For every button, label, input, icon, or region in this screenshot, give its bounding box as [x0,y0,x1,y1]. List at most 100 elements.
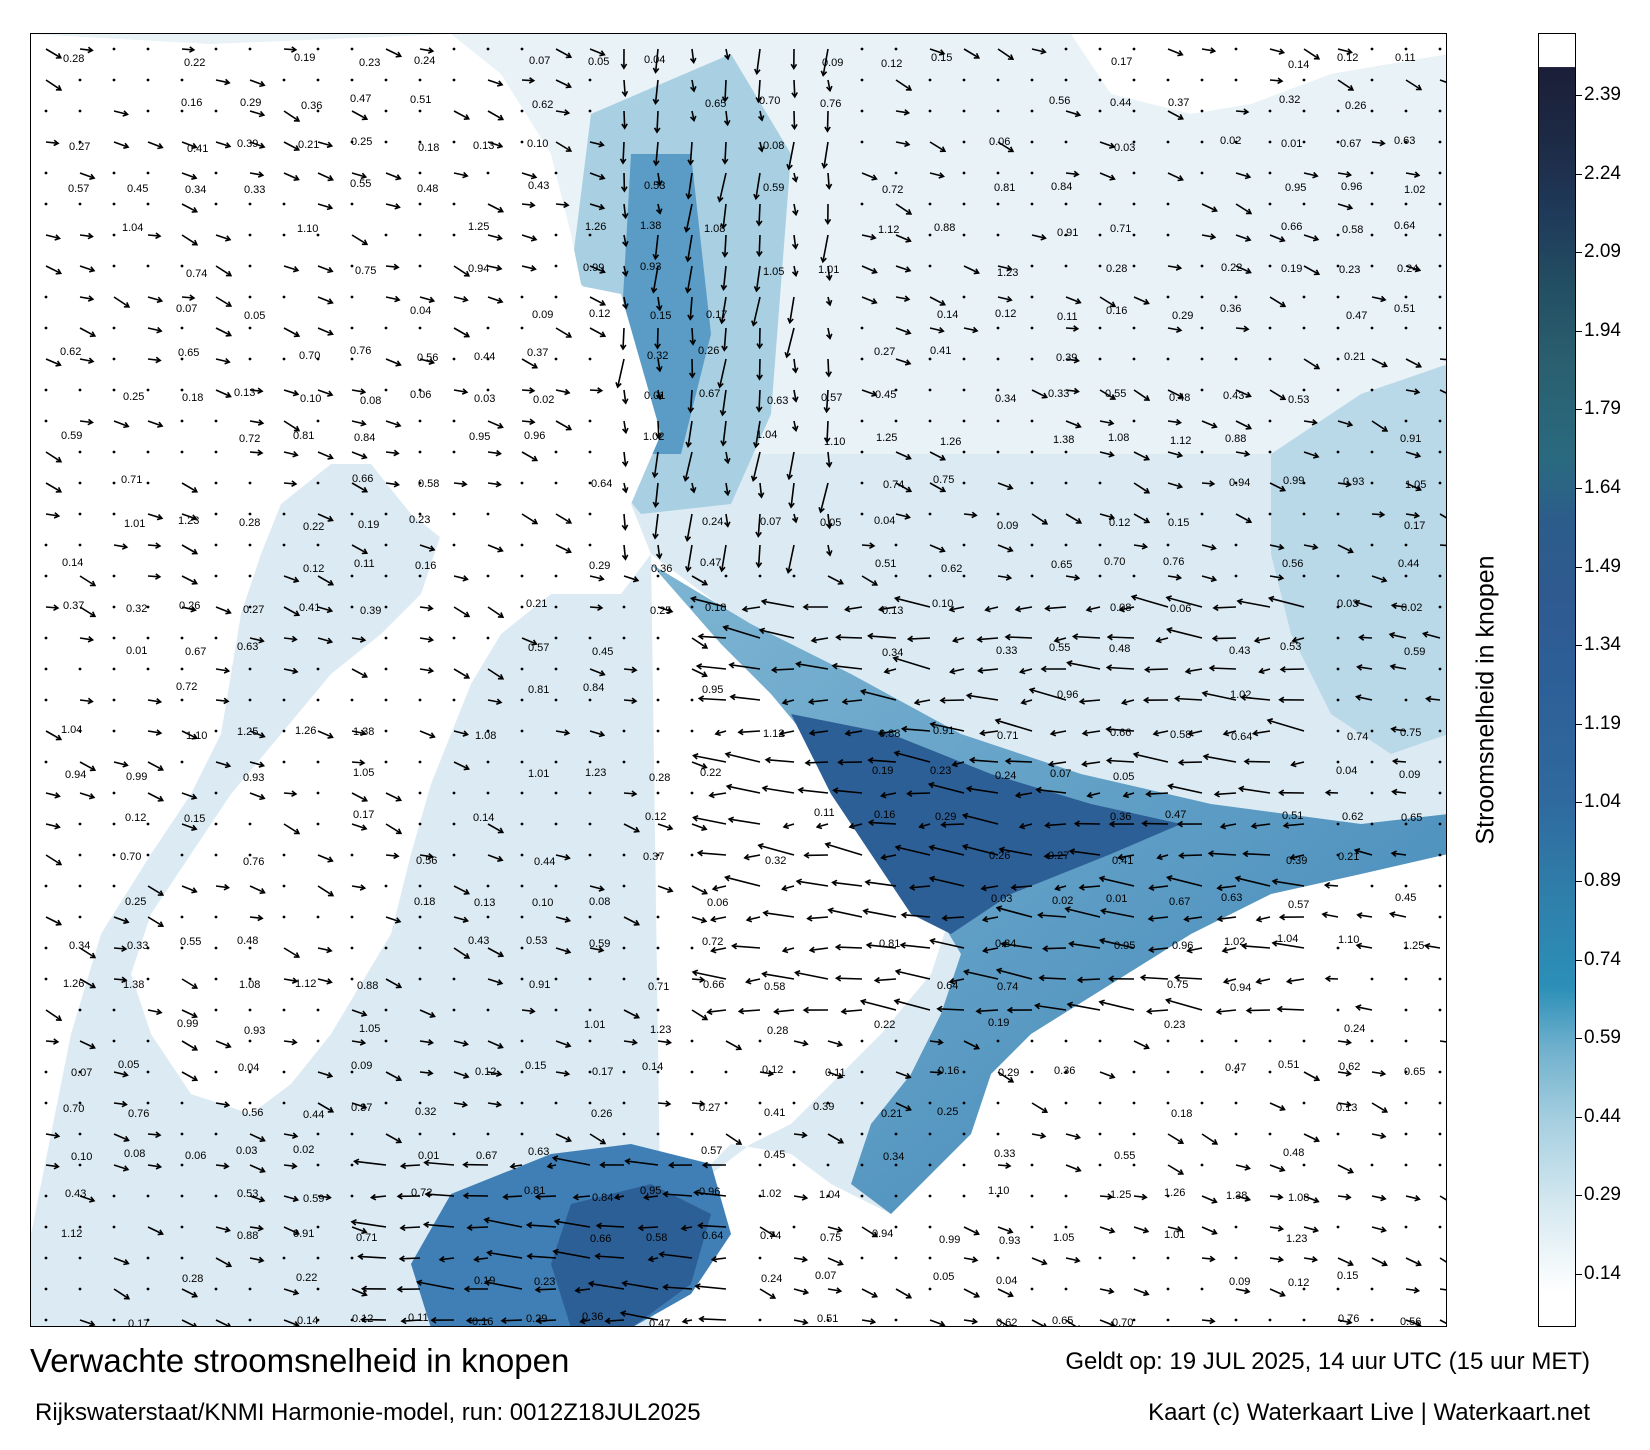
speed-value-label: 0.59 [589,938,610,950]
current-arrow-head [900,725,908,733]
current-arrow-head [327,329,334,336]
current-arrow [181,203,198,213]
current-arrow [1392,790,1407,794]
current-arrow-head [123,421,130,429]
current-arrow [520,295,524,299]
current-arrow [589,296,606,306]
current-arrow [656,1132,660,1136]
current-arrow [1098,1132,1102,1136]
current-arrow [214,47,218,51]
current-arrow [1438,760,1442,764]
current-arrow-head [1147,915,1154,922]
current-arrow [385,1071,402,1081]
current-arrow [657,296,661,311]
speed-value-label: 1.38 [640,220,661,232]
current-arrow [487,79,503,86]
current-arrow [486,729,490,733]
current-arrow-head [465,1317,473,1324]
current-arrow-head [1117,853,1124,861]
current-arrow [1030,1287,1034,1291]
current-arrow-head [1044,604,1051,612]
current-arrow [1439,358,1446,361]
current-arrow [215,1226,230,1232]
current-arrow [1067,661,1101,670]
speed-value-label: 0.63 [767,395,788,407]
speed-value-label: 0.32 [765,855,786,867]
current-arrow [520,667,524,671]
current-arrow [1133,451,1150,461]
current-arrow-head [497,1042,504,1049]
current-arrow [997,1071,1014,1083]
current-arrow [1065,575,1079,579]
current-arrow [762,787,795,794]
current-arrow-head [224,1226,231,1233]
current-arrow [215,606,231,614]
speed-value-label: 0.01 [644,390,665,402]
current-arrow-head [984,605,991,613]
current-arrow-head [1068,940,1075,948]
current-arrow [962,233,966,237]
current-arrow [861,1000,897,1011]
speed-value-label: 0.57 [1288,899,1309,911]
current-arrow-head [572,1193,579,1201]
current-arrow [962,295,966,299]
current-arrow-head [871,1291,879,1298]
current-arrow [1132,419,1136,423]
current-arrow [1064,1287,1068,1291]
speed-value-label: 1.02 [760,1188,781,1200]
speed-value-label: 0.76 [243,856,264,868]
current-arrow [358,1255,387,1259]
current-arrow [779,730,795,735]
current-arrow-head [89,765,97,772]
current-arrow-head [631,1038,638,1046]
current-arrow-head [637,1224,644,1232]
current-arrow [1337,1195,1351,1199]
current-arrow [112,1194,116,1198]
current-arrow-head [121,1100,128,1108]
current-arrow-head [1313,363,1321,370]
current-arrow [1405,265,1421,272]
current-arrow [78,78,82,82]
current-arrow-head [880,791,887,799]
speed-value-label: 0.19 [294,52,315,64]
speed-value-label: 0.65 [705,98,726,110]
current-arrow-head [939,1320,946,1326]
current-arrow-head [1177,759,1185,766]
current-arrow-head [1007,483,1014,491]
current-arrow [248,605,252,609]
current-arrow [1404,822,1408,826]
current-arrow-head [191,142,198,150]
current-arrow-head [1118,605,1125,613]
current-arrow-head [155,697,163,705]
current-arrow [419,606,433,610]
current-arrow-head [685,441,692,449]
speed-value-label: 0.22 [874,1019,895,1031]
current-arrow-head [927,781,935,789]
speed-value-label: 0.63 [237,641,258,653]
current-arrow-head [1415,1260,1422,1267]
current-arrow-head [461,1101,469,1108]
current-arrow [657,420,660,439]
current-arrow-head [1313,1075,1321,1082]
current-arrow-head [700,916,708,924]
current-arrow-head [689,115,697,123]
current-arrow [1132,109,1136,113]
current-arrow [1268,450,1272,454]
current-arrow-head [1413,1286,1421,1294]
current-arrow-head [292,450,299,458]
current-arrow [214,822,218,826]
current-arrow-head [633,1012,641,1019]
current-arrow-head [225,608,232,615]
current-arrow [214,1008,218,1012]
speed-value-label: 0.19 [988,1017,1009,1029]
current-arrow [181,296,194,299]
current-arrow [554,171,558,175]
speed-value-label: 0.16 [472,1316,493,1327]
current-arrow-head [1075,298,1082,305]
current-arrow-head [834,975,842,982]
channel-fast-core [791,714,1181,934]
current-speed-map: 0.28 0.22 0.19 0.23 0.24 0.07 0.05 0.04 0.09 0.12… [30,33,1447,1327]
speed-value-label: 0.19 [474,1275,495,1287]
current-arrow [484,1218,523,1228]
current-arrow [1200,1163,1204,1167]
